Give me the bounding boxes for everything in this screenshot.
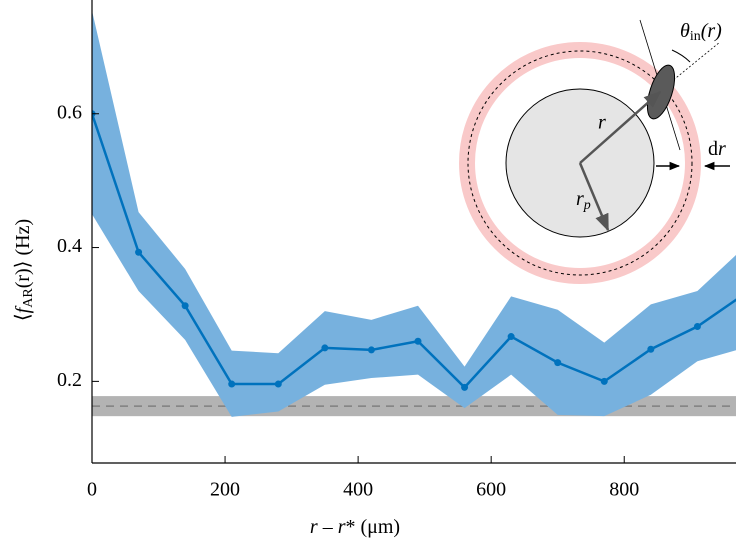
y-axis-label: ⟨fAR(r)⟩ (Hz): [12, 219, 37, 321]
point: [600, 377, 608, 385]
point: [274, 380, 282, 388]
point: [135, 248, 143, 256]
inset-label: dr: [708, 138, 726, 160]
point: [367, 346, 375, 354]
point: [321, 344, 329, 352]
inset: θin(r) r rp dr: [459, 20, 730, 284]
inset-label: θin(r): [680, 20, 722, 45]
point: [181, 302, 189, 310]
point: [554, 359, 562, 367]
inset-label: rp: [576, 188, 591, 214]
point: [507, 333, 515, 341]
point: [228, 380, 236, 388]
x-tick-label: 200: [210, 479, 240, 501]
x-tick-label: 800: [609, 479, 639, 501]
x-tick-label: 0: [87, 479, 97, 501]
error-band: [92, 10, 736, 417]
point: [693, 323, 701, 331]
x-tick-label: 600: [476, 479, 506, 501]
inset-label: r: [598, 112, 606, 134]
x-tick-label: 400: [343, 479, 373, 501]
point: [647, 345, 655, 353]
y-tick-label: 0.6: [57, 101, 82, 123]
point: [461, 383, 469, 391]
x-axis-label: r – r* (μm): [310, 516, 400, 538]
y-tick-label: 0.2: [57, 369, 82, 391]
point: [414, 337, 422, 345]
y-tick-label: 0.4: [57, 235, 82, 257]
